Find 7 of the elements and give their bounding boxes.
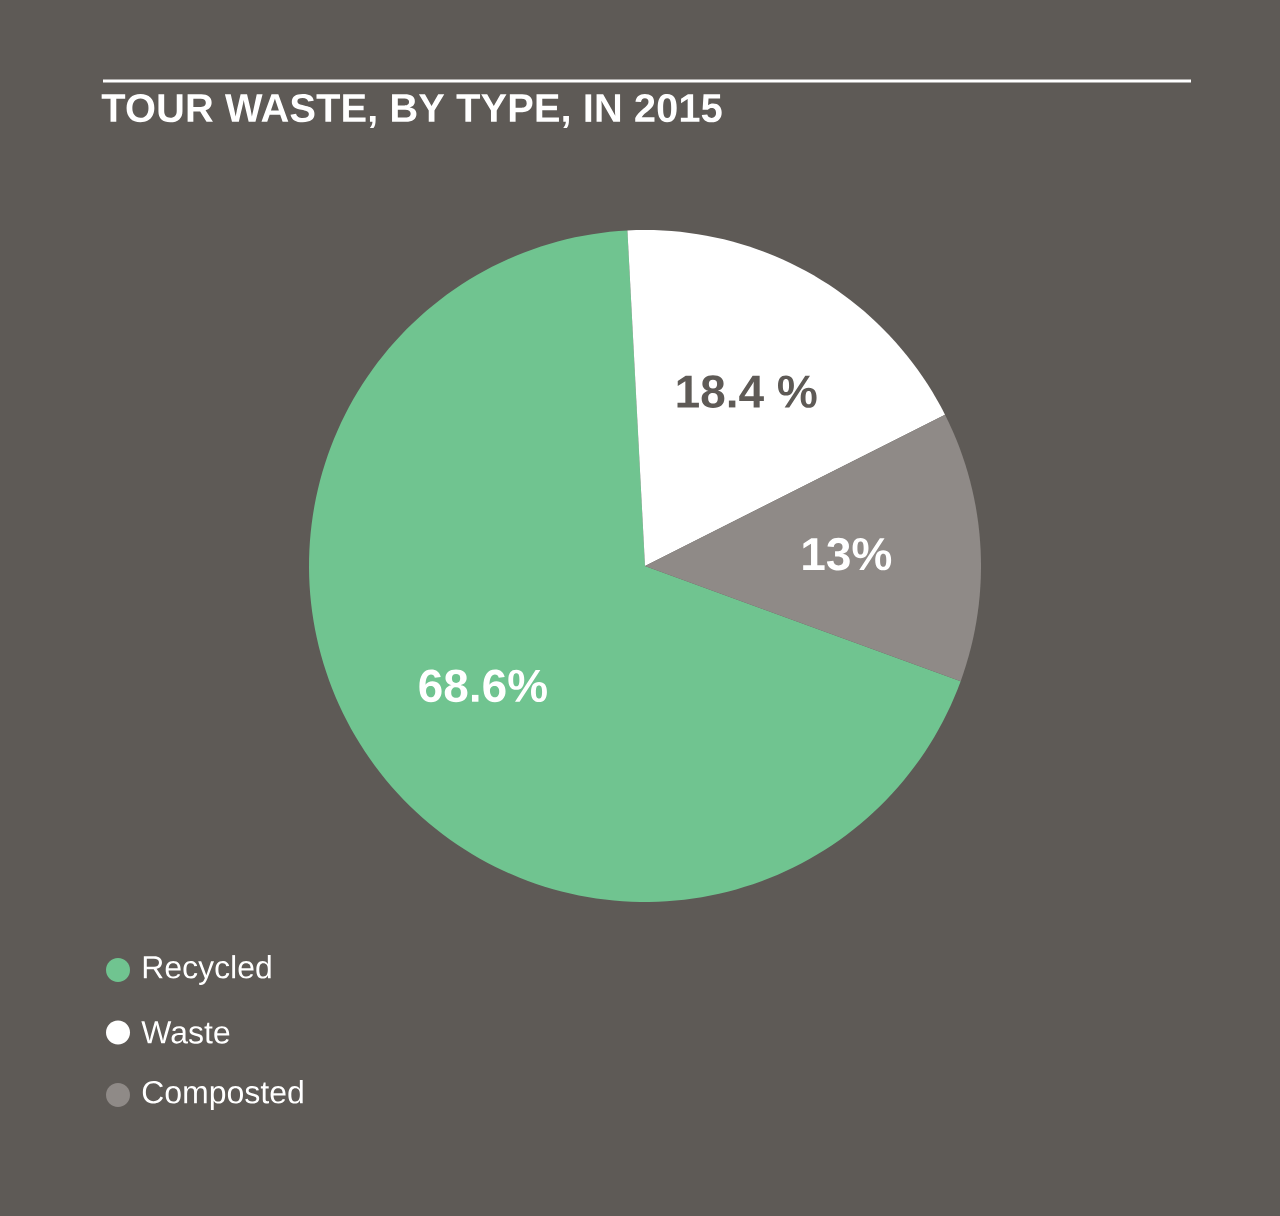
legend-label: Recycled (143, 955, 271, 985)
legend-label: Composted (142, 1080, 303, 1110)
chart-title: TOUR WASTE, BY TYPE, IN 2015 (101, 93, 722, 129)
legend-label: Waste (141, 1021, 230, 1044)
data-label: 13% (803, 537, 892, 571)
data-label: 68.6% (419, 669, 547, 703)
data-label: 18.4 % (677, 375, 817, 408)
